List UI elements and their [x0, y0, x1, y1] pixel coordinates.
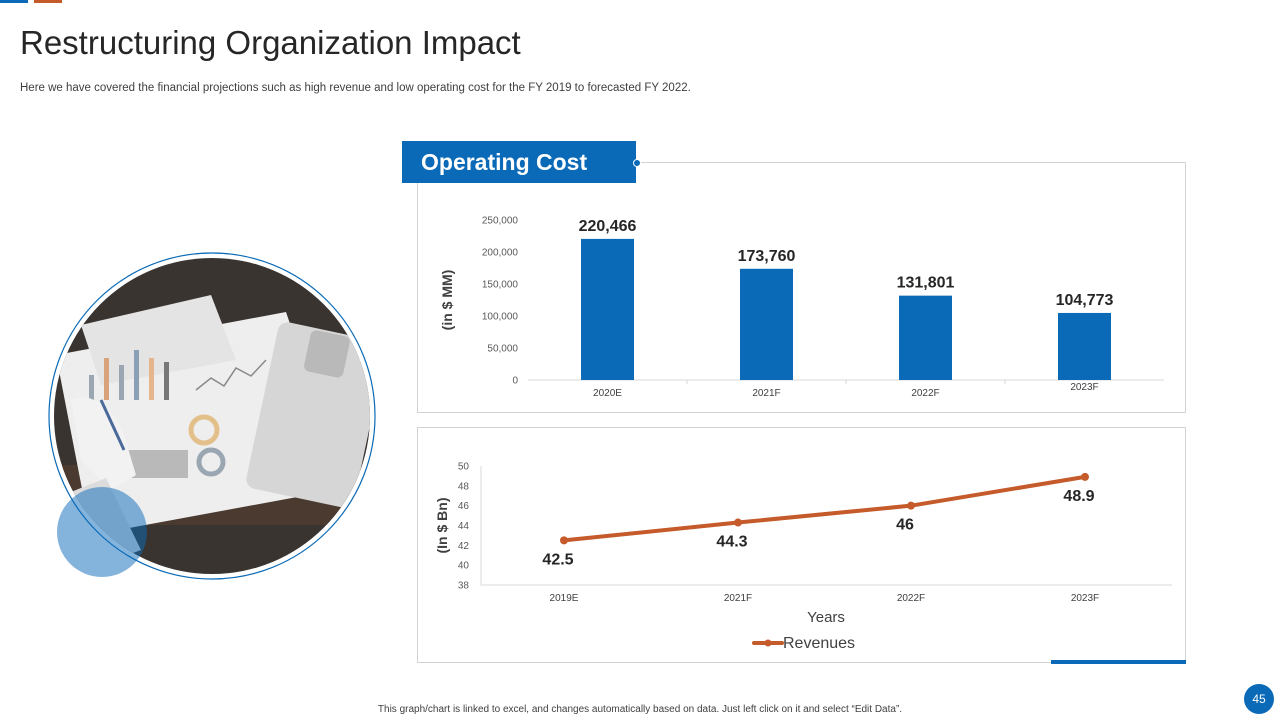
- y-tick-label: 44: [458, 521, 470, 532]
- page-number: 45: [1244, 684, 1274, 714]
- x-tick-label: 2021F: [752, 388, 780, 399]
- operating-cost-panel: 0 50,000 100,000 150,000 200,000 250,000 (in $…: [417, 162, 1186, 413]
- bar-value-label: 220,466: [579, 218, 637, 235]
- revenue-chart[interactable]: 38 40 42 44 46 48 50 (In $ Bn) 42.5 2019E 44.3 2021…: [418, 428, 1187, 664]
- revenue-panel: 38 40 42 44 46 48 50 (In $ Bn) 42.5 2019E 44.3 2021…: [417, 427, 1186, 663]
- y-axis-label: (in $ MM): [439, 270, 455, 331]
- point-value-label: 48.9: [1063, 488, 1094, 505]
- x-tick-label: 2022F: [897, 593, 925, 604]
- x-tick-label: 2019E: [550, 593, 579, 604]
- revenue-point-2021F: [734, 518, 742, 527]
- x-axis-label: Years: [807, 609, 845, 626]
- accent-line-orange: [34, 0, 62, 3]
- slide-subtitle: Here we have covered the financial proje…: [20, 82, 691, 94]
- bar-2022F: [899, 295, 952, 380]
- y-tick-label: 48: [458, 481, 470, 492]
- analytics-photo: [48, 252, 376, 580]
- accent-line-blue: [0, 0, 28, 3]
- x-tick-label: 2023F: [1070, 382, 1098, 393]
- y-tick-label: 200,000: [482, 248, 519, 259]
- y-tick-label: 38: [458, 581, 470, 592]
- y-tick-label: 50,000: [487, 344, 518, 355]
- y-tick-label: 50: [458, 462, 470, 473]
- revenue-point-2019E: [560, 536, 568, 545]
- bar-value-label: 173,760: [738, 248, 796, 265]
- point-value-label: 46: [896, 517, 914, 534]
- bar-2021F: [740, 268, 793, 380]
- slide-title: Restructuring Organization Impact: [20, 24, 521, 61]
- bar-value-label: 131,801: [897, 275, 955, 292]
- y-tick-label: 100,000: [482, 312, 519, 323]
- footer-note: This graph/chart is linked to excel, and…: [377, 704, 903, 715]
- bar-2020E: [581, 238, 634, 380]
- legend-marker: [764, 639, 772, 647]
- point-value-label: 44.3: [716, 534, 747, 551]
- y-tick-label: 40: [458, 561, 470, 572]
- y-tick-label: 150,000: [482, 280, 519, 291]
- point-value-label: 42.5: [542, 551, 573, 568]
- y-tick-label: 250,000: [482, 216, 519, 227]
- y-axis-label: (In $ Bn): [434, 498, 450, 554]
- badge-connector-dot: [633, 159, 641, 167]
- operating-cost-chart[interactable]: 0 50,000 100,000 150,000 200,000 250,000 (in $…: [418, 163, 1187, 414]
- y-tick-label: 0: [512, 376, 518, 387]
- bar-value-label: 104,773: [1056, 292, 1114, 309]
- panel-accent-bar: [1051, 660, 1186, 664]
- y-tick-label: 42: [458, 541, 470, 552]
- x-tick-label: 2022F: [911, 388, 939, 399]
- x-tick-label: 2023F: [1071, 593, 1099, 604]
- bar-2023F: [1058, 312, 1111, 380]
- x-tick-label: 2021F: [724, 593, 752, 604]
- x-tick-label: 2020E: [593, 388, 622, 399]
- revenue-point-2023F: [1081, 472, 1089, 481]
- revenues-line: [562, 474, 1087, 543]
- revenue-point-2022F: [907, 501, 915, 510]
- legend-label: Revenues: [783, 635, 855, 652]
- y-tick-label: 46: [458, 501, 470, 512]
- operating-cost-title: Operating Cost: [402, 141, 636, 183]
